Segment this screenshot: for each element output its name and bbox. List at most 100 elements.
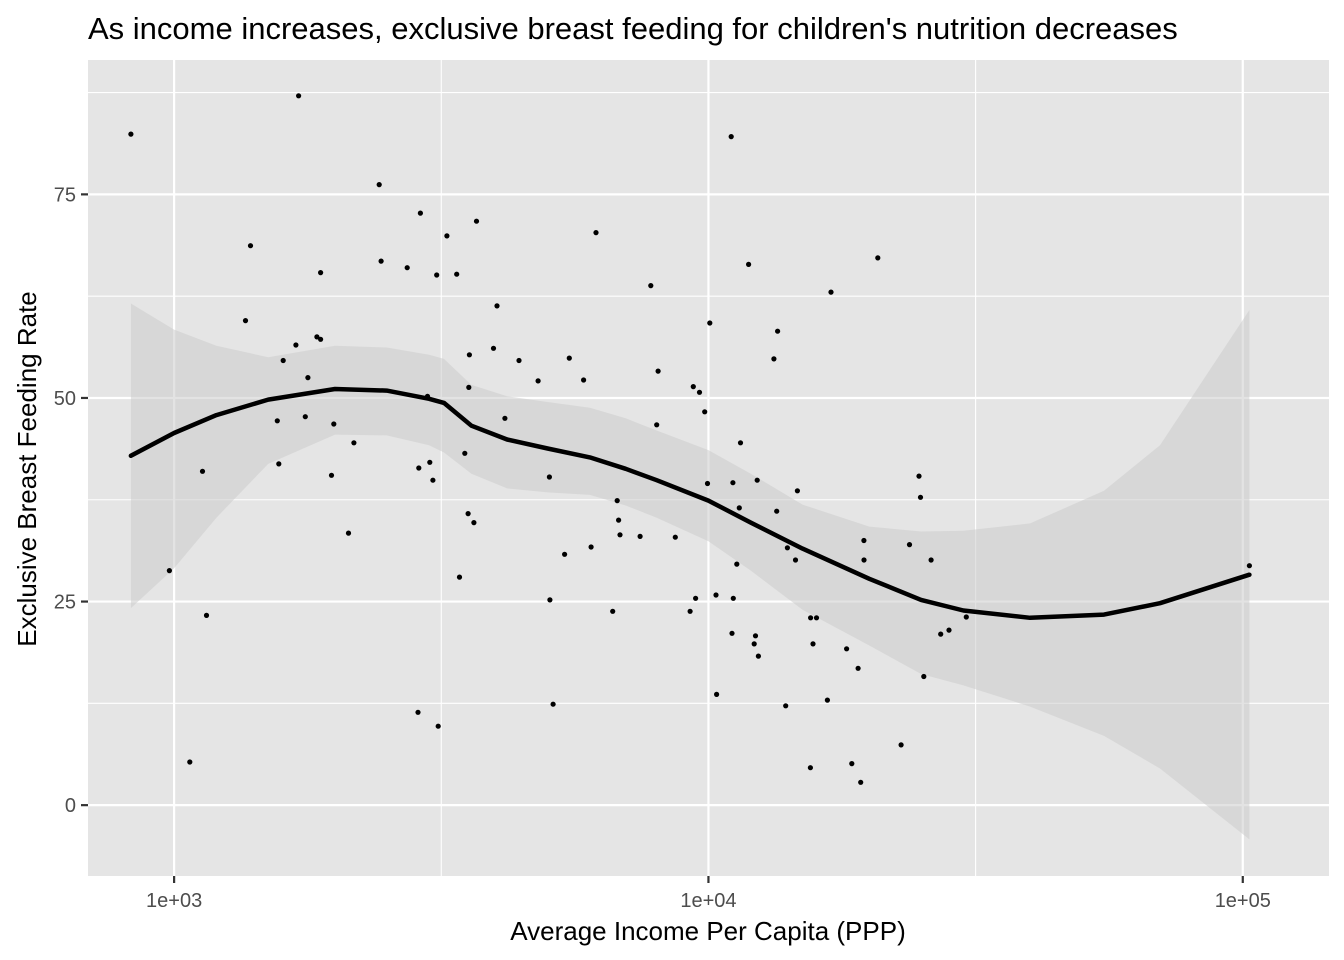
data-point	[471, 520, 477, 526]
data-point	[302, 414, 308, 420]
data-point	[928, 557, 934, 563]
data-point	[775, 328, 781, 334]
data-point	[616, 517, 622, 523]
y-tick-label: 50	[54, 388, 76, 410]
data-point	[637, 533, 643, 540]
data-point	[296, 93, 302, 99]
data-point	[610, 608, 616, 614]
x-tick-label: 1e+03	[146, 890, 202, 912]
data-point	[808, 615, 814, 621]
data-point	[465, 510, 471, 517]
data-point	[547, 597, 553, 603]
data-point	[707, 320, 713, 326]
data-point	[566, 355, 572, 361]
data-point	[824, 697, 831, 703]
data-point	[906, 542, 913, 548]
data-point	[274, 418, 280, 424]
data-point	[654, 422, 660, 428]
data-point	[898, 742, 904, 748]
data-point	[730, 480, 736, 486]
data-point	[755, 653, 762, 659]
data-point	[714, 691, 720, 698]
data-point	[1246, 563, 1252, 569]
data-point	[466, 384, 472, 390]
data-point	[614, 498, 620, 504]
y-tick-label: 75	[54, 184, 76, 206]
data-point	[810, 641, 816, 647]
data-point	[444, 233, 450, 239]
data-points	[128, 93, 1252, 785]
data-point	[690, 384, 696, 390]
data-point	[737, 440, 744, 446]
data-point	[855, 665, 861, 671]
data-point	[783, 703, 789, 709]
data-point	[672, 534, 678, 540]
data-point	[331, 421, 337, 427]
data-point	[963, 614, 969, 620]
data-point	[730, 595, 736, 601]
data-point	[746, 261, 752, 267]
data-point	[546, 474, 553, 480]
data-point	[535, 378, 541, 384]
smooth-trend-line	[128, 386, 1252, 621]
data-point	[687, 608, 693, 614]
data-point	[378, 258, 384, 264]
data-point	[648, 283, 654, 289]
data-point	[376, 182, 382, 188]
data-point	[328, 472, 335, 478]
data-point	[702, 409, 708, 415]
data-point	[728, 134, 734, 140]
data-point	[351, 440, 357, 446]
data-point	[276, 461, 282, 467]
data-point	[466, 352, 472, 358]
data-point	[199, 468, 206, 474]
data-point	[454, 271, 460, 277]
data-point	[917, 494, 924, 500]
data-point	[318, 270, 324, 276]
data-point	[128, 131, 134, 137]
data-point	[828, 289, 834, 295]
x-tick-label: 1e+04	[680, 890, 736, 912]
data-point	[427, 459, 433, 465]
data-point	[921, 673, 927, 680]
data-point	[416, 465, 422, 471]
data-point	[247, 243, 254, 249]
chart-title: As income increases, exclusive breast fe…	[88, 11, 1178, 46]
data-point	[729, 630, 735, 636]
data-point	[752, 633, 759, 639]
data-point	[696, 389, 703, 395]
data-point	[792, 557, 799, 563]
data-point	[242, 318, 249, 324]
x-tick-label: 1e+05	[1215, 890, 1271, 912]
data-point	[861, 557, 867, 563]
data-point	[318, 336, 324, 342]
data-point	[187, 759, 193, 765]
data-point	[593, 230, 599, 236]
data-point	[693, 595, 699, 601]
data-point	[462, 450, 468, 456]
data-point	[713, 592, 719, 598]
data-point	[203, 612, 210, 619]
data-point	[562, 551, 568, 557]
data-point	[875, 255, 881, 261]
data-point	[404, 265, 410, 271]
data-point	[858, 779, 864, 785]
data-point	[305, 375, 311, 381]
data-point	[771, 356, 777, 362]
data-point	[655, 368, 661, 374]
data-point	[849, 761, 855, 767]
data-point	[280, 357, 286, 364]
data-point	[807, 765, 814, 771]
data-point	[916, 473, 922, 479]
y-tick-label: 25	[54, 592, 76, 614]
data-point	[794, 488, 801, 494]
data-point	[417, 210, 423, 216]
data-point	[844, 646, 850, 652]
data-point	[494, 303, 500, 309]
data-point	[434, 272, 440, 278]
data-point	[550, 701, 556, 707]
data-point	[734, 561, 740, 567]
data-point	[754, 477, 760, 483]
data-point	[490, 345, 497, 351]
